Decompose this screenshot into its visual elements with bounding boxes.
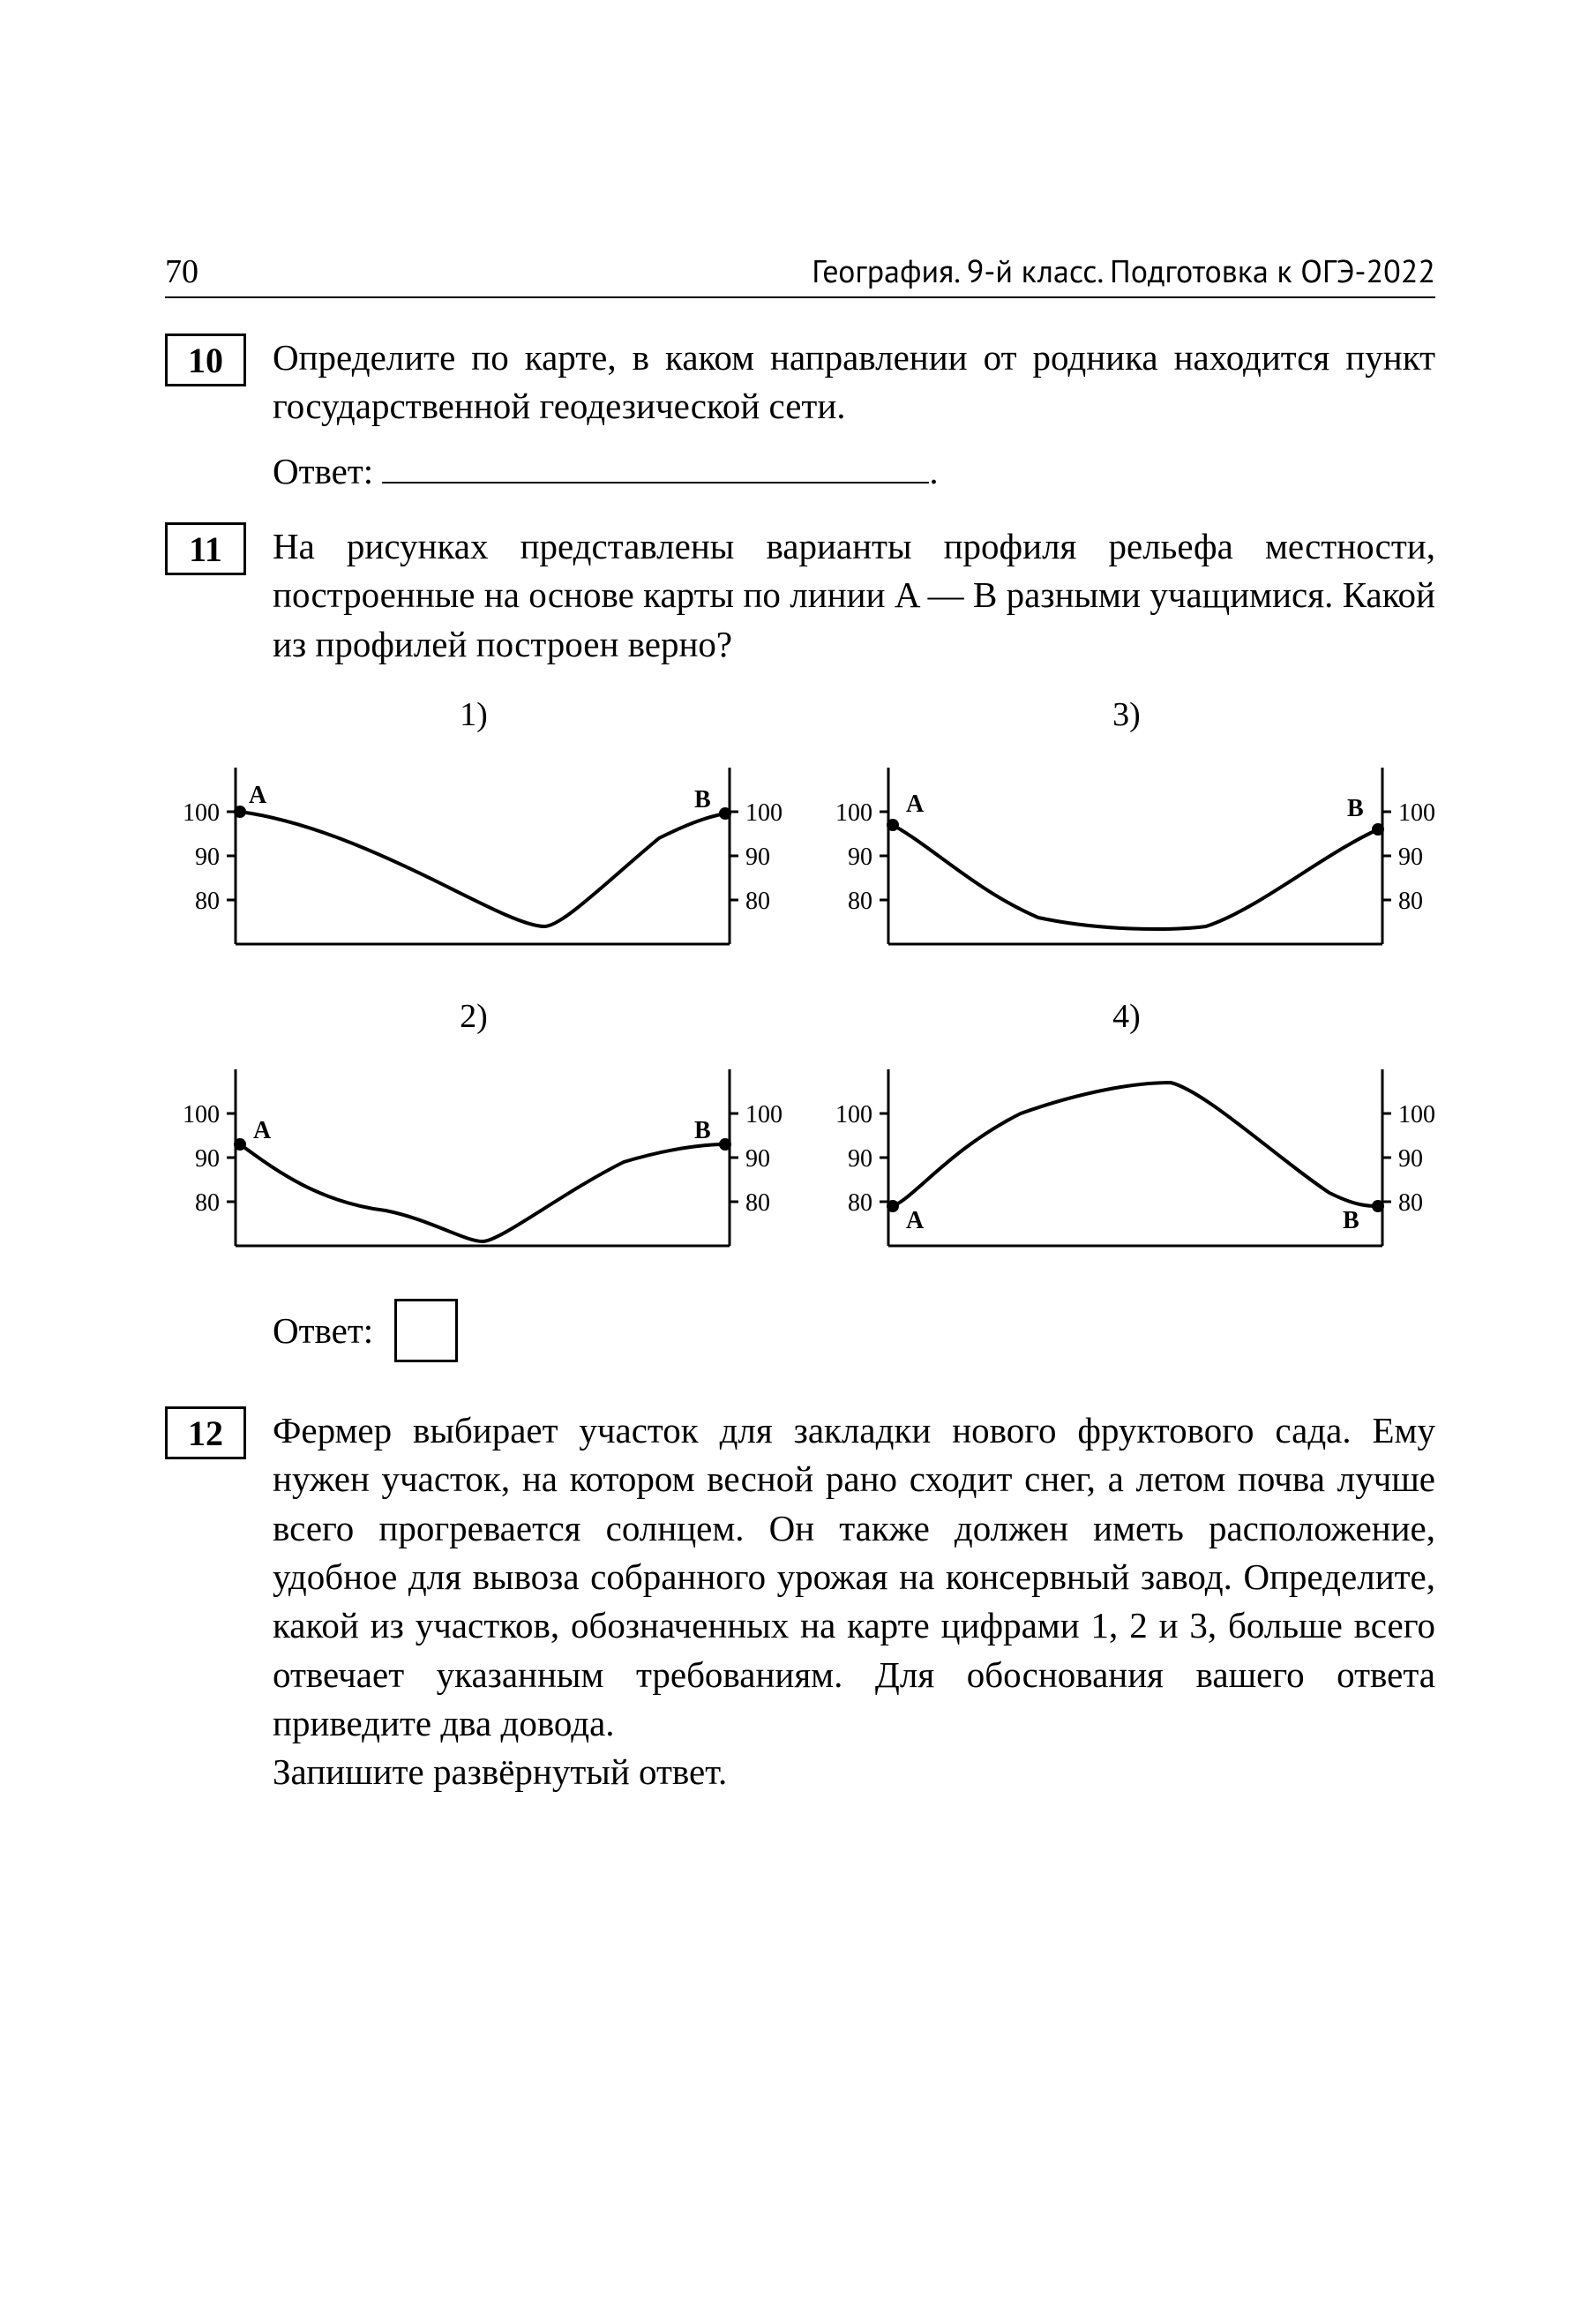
svg-text:100: 100 <box>1398 1101 1435 1128</box>
svg-text:100: 100 <box>745 1101 783 1128</box>
svg-text:80: 80 <box>848 888 872 915</box>
svg-text:80: 80 <box>848 1189 872 1217</box>
svg-text:80: 80 <box>195 1189 220 1217</box>
task-number: 12 <box>188 1413 223 1454</box>
chart-label-4: 4) <box>818 997 1435 1036</box>
task-text: На рисунках представлены варианты профил… <box>273 522 1435 669</box>
svg-text:A: A <box>249 782 267 809</box>
svg-text:A: A <box>906 1207 925 1234</box>
task-11: 11 На рисунках представлены варианты про… <box>165 522 1435 669</box>
task-text-2: Запишите развёрнутый ответ. <box>273 1748 1435 1796</box>
svg-text:80: 80 <box>1398 888 1423 915</box>
chart-label-1: 1) <box>165 695 783 734</box>
svg-text:80: 80 <box>745 888 770 915</box>
chart-2: 2) 100 90 80 100 90 80 A B <box>165 997 783 1272</box>
svg-text:A: A <box>906 791 925 818</box>
task-number-box: 10 <box>165 334 246 386</box>
svg-text:100: 100 <box>835 1101 872 1128</box>
chart-svg-2: 100 90 80 100 90 80 A B <box>165 1043 783 1272</box>
svg-text:90: 90 <box>1398 843 1423 871</box>
task-10: 10 Определите по карте, в каком направле… <box>165 334 1435 496</box>
svg-text:100: 100 <box>183 799 220 827</box>
task-text: Определите по карте, в каком направлении… <box>273 334 1435 431</box>
task-body: Определите по карте, в каком направлении… <box>273 334 1435 496</box>
svg-text:90: 90 <box>195 843 220 871</box>
answer-blank-line[interactable] <box>382 447 929 484</box>
svg-text:80: 80 <box>1398 1189 1423 1217</box>
svg-text:A: A <box>253 1117 272 1144</box>
chart-1: 1) 100 90 80 100 90 80 A B <box>165 695 783 971</box>
svg-text:100: 100 <box>835 799 872 827</box>
svg-text:90: 90 <box>195 1145 220 1173</box>
task-number-box: 12 <box>165 1406 246 1459</box>
svg-text:90: 90 <box>848 843 872 871</box>
answer-row: Ответ: . <box>273 447 1435 496</box>
svg-text:80: 80 <box>745 1189 770 1217</box>
svg-text:90: 90 <box>745 843 770 871</box>
chart-svg-1: 100 90 80 100 90 80 A B <box>165 741 783 971</box>
task-body: На рисунках представлены варианты профил… <box>273 522 1435 669</box>
svg-text:100: 100 <box>1398 799 1435 827</box>
answer-label: Ответ: <box>273 1309 373 1352</box>
chart-4: 4) 100 90 80 100 90 80 A B <box>818 997 1435 1272</box>
chart-3: 3) 100 90 80 100 90 80 A B <box>818 695 1435 971</box>
task-body: Фермер выбирает участок для закладки нов… <box>273 1406 1435 1797</box>
task-number: 11 <box>189 529 222 570</box>
svg-text:90: 90 <box>745 1145 770 1173</box>
svg-text:B: B <box>1343 1207 1359 1234</box>
header-title: География. 9-й класс. Подготовка к ОГЭ-2… <box>812 250 1435 291</box>
svg-text:100: 100 <box>745 799 783 827</box>
charts-grid: 1) 10090801009080AB 3) 10090801009080AB … <box>165 695 1435 1272</box>
svg-text:B: B <box>694 786 711 813</box>
svg-text:90: 90 <box>1398 1145 1423 1173</box>
chart-label-2: 2) <box>165 997 783 1036</box>
page-content: 70 География. 9-й класс. Подготовка к ОГ… <box>165 250 1435 1824</box>
page-header: 70 География. 9-й класс. Подготовка к ОГ… <box>165 250 1435 298</box>
task-text: Фермер выбирает участок для закладки нов… <box>273 1406 1435 1748</box>
answer-box-row: Ответ: <box>273 1299 1435 1362</box>
page-number: 70 <box>165 252 198 291</box>
task-number: 10 <box>188 340 223 381</box>
answer-box[interactable] <box>394 1299 458 1362</box>
chart-label-3: 3) <box>818 695 1435 734</box>
task-12: 12 Фермер выбирает участок для закладки … <box>165 1406 1435 1797</box>
chart-svg-4: 100 90 80 100 90 80 A B <box>818 1043 1435 1272</box>
svg-text:B: B <box>694 1117 711 1144</box>
chart-svg-3: 100 90 80 100 90 80 A B <box>818 741 1435 971</box>
svg-text:80: 80 <box>195 888 220 915</box>
svg-text:100: 100 <box>183 1101 220 1128</box>
svg-text:B: B <box>1347 795 1364 822</box>
answer-label: Ответ: <box>273 451 373 491</box>
svg-text:90: 90 <box>848 1145 872 1173</box>
task-number-box: 11 <box>165 522 246 575</box>
